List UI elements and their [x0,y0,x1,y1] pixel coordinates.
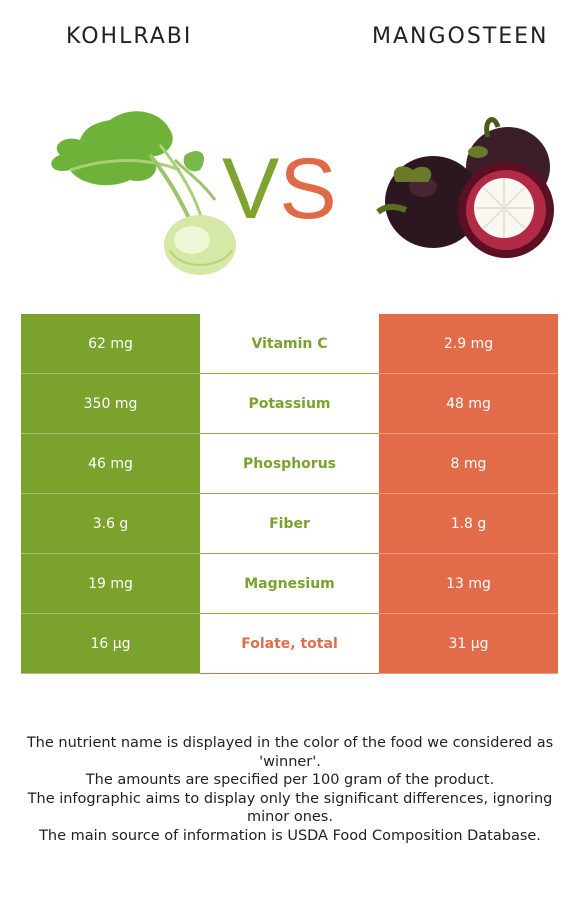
footer-line-2: The amounts are specified per 100 gram o… [85,772,495,788]
table-row: 62 mg Vitamin C 2.9 mg [21,314,558,374]
nutrient-name-cell: Magnesium [200,554,379,614]
footer-line-1: The nutrient name is displayed in the co… [26,735,554,770]
nutrient-name-cell: Potassium [200,374,379,434]
vs-v-letter: V [222,141,280,237]
right-value-cell: 31 µg [379,614,558,674]
table-row: 46 mg Phosphorus 8 mg [21,434,558,494]
left-value-cell: 350 mg [21,374,200,434]
left-value-cell: 16 µg [21,614,200,674]
right-value-cell: 8 mg [379,434,558,494]
right-value-cell: 48 mg [379,374,558,434]
table-row: 350 mg Potassium 48 mg [21,374,558,434]
table-row: 19 mg Magnesium 13 mg [21,554,558,614]
nutrient-comparison-table: 62 mg Vitamin C 2.9 mg 350 mg Potassium 48 mg… [21,314,558,674]
nutrient-name-cell: Phosphorus [200,434,379,494]
left-value-cell: 3.6 g [21,494,200,554]
nutrient-name-cell: Vitamin C [200,314,379,374]
footer-notes: The nutrient name is displayed in the co… [20,734,560,845]
right-value-cell: 1.8 g [379,494,558,554]
left-food-title: KOHLRABI [66,24,193,49]
mangosteen-image [376,117,554,258]
right-value-cell: 13 mg [379,554,558,614]
nutrient-name-cell: Folate, total [200,614,379,674]
nutrient-name-cell: Fiber [200,494,379,554]
table-row: 3.6 g Fiber 1.8 g [21,494,558,554]
vs-s-letter: S [279,141,337,237]
left-value-cell: 62 mg [21,314,200,374]
vs-label: VS [222,140,337,239]
kohlrabi-image [51,111,236,275]
left-value-cell: 19 mg [21,554,200,614]
footer-line-3: The infographic aims to display only the… [27,790,553,826]
left-value-cell: 46 mg [21,434,200,494]
footer-line-4: The main source of information is USDA F… [39,827,541,844]
right-value-cell: 2.9 mg [379,314,558,374]
right-food-title: MANGOSTEEN [372,24,549,49]
table-row: 16 µg Folate, total 31 µg [21,614,558,674]
